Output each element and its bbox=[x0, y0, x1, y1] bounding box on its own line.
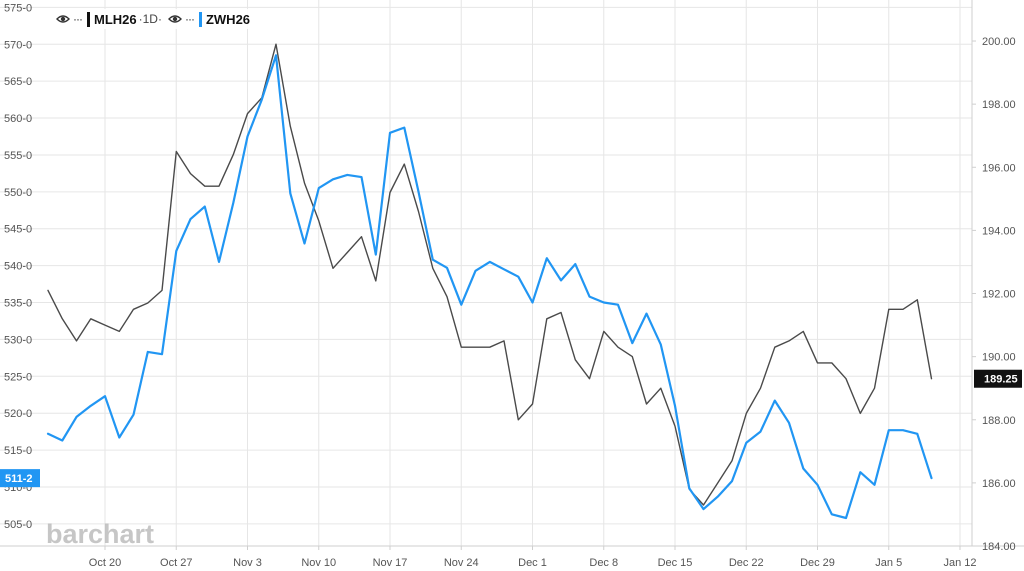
left-tick-label: 530-0 bbox=[4, 334, 32, 346]
left-tick-label: 535-0 bbox=[4, 298, 32, 310]
x-tick-label: Nov 10 bbox=[301, 557, 336, 569]
right-tick-label: 196.00 bbox=[982, 162, 1016, 174]
x-tick-label: Jan 12 bbox=[943, 557, 976, 569]
eye-icon[interactable] bbox=[167, 12, 182, 26]
right-tick-label: 192.00 bbox=[982, 289, 1016, 301]
right-tick-label: 188.00 bbox=[982, 415, 1016, 427]
right-tick-label: 184.00 bbox=[982, 541, 1016, 553]
series-lines bbox=[46, 43, 933, 520]
last-value-badges: 511-2 189.25 bbox=[0, 369, 1022, 488]
right-tick-label: 200.00 bbox=[982, 36, 1016, 48]
left-tick-label: 575-0 bbox=[4, 2, 32, 14]
x-tick-label: Dec 22 bbox=[729, 557, 764, 569]
x-axis-ticks: Oct 20 Oct 27 Nov 3 Nov 10 Nov 17 Nov 24 Dec 1… bbox=[89, 546, 977, 569]
series-b-options-icon[interactable]: ··· bbox=[184, 12, 195, 26]
left-tick-label: 570-0 bbox=[4, 39, 32, 51]
left-tick-label: 550-0 bbox=[4, 187, 32, 199]
right-last-value-label: 189.25 bbox=[984, 374, 1018, 386]
right-tick-label: 190.00 bbox=[982, 352, 1016, 364]
left-tick-label: 505-0 bbox=[4, 519, 32, 531]
left-last-value-badge bbox=[0, 469, 40, 488]
left-tick-label: 555-0 bbox=[4, 150, 32, 162]
left-axis-ticks: 505-0510-0515-0520-0525-0530-0535-0540-0… bbox=[4, 2, 32, 530]
chart-legend: ··· MLH26 ·1D· ··· ZWH26 bbox=[56, 9, 255, 29]
left-tick-label: 560-0 bbox=[4, 113, 32, 125]
series-line-zwh26 bbox=[46, 54, 933, 520]
x-tick-label: Oct 20 bbox=[89, 557, 121, 569]
left-tick-label: 545-0 bbox=[4, 224, 32, 236]
series-b-color-swatch bbox=[198, 11, 202, 27]
x-tick-label: Dec 15 bbox=[658, 557, 693, 569]
plot-frame bbox=[0, 0, 1024, 547]
series-a-color-swatch bbox=[87, 11, 90, 27]
series-b-symbol[interactable]: ZWH26 bbox=[205, 11, 251, 27]
series-a-interval[interactable]: ·1D· bbox=[138, 12, 162, 26]
right-tick-label: 198.00 bbox=[982, 99, 1016, 111]
left-tick-label: 540-0 bbox=[4, 261, 32, 273]
grid-lines bbox=[0, 0, 972, 546]
left-tick-label: 520-0 bbox=[4, 408, 32, 420]
left-tick-label: 515-0 bbox=[4, 445, 32, 457]
eye-icon[interactable] bbox=[56, 12, 70, 26]
x-tick-label: Nov 24 bbox=[444, 557, 479, 569]
x-tick-label: Oct 27 bbox=[160, 557, 192, 569]
x-tick-label: Dec 29 bbox=[800, 557, 835, 569]
x-tick-label: Nov 17 bbox=[373, 557, 408, 569]
right-tick-label: 186.00 bbox=[982, 478, 1016, 490]
right-tick-label: 194.00 bbox=[982, 225, 1016, 237]
left-tick-label: 565-0 bbox=[4, 76, 32, 88]
barchart-watermark: barchart bbox=[46, 519, 154, 549]
left-tick-label: 525-0 bbox=[4, 371, 32, 383]
x-tick-label: Dec 1 bbox=[518, 557, 547, 569]
left-last-value-label: 511-2 bbox=[5, 473, 33, 485]
x-tick-label: Jan 5 bbox=[875, 557, 902, 569]
x-tick-label: Nov 3 bbox=[233, 557, 262, 569]
series-a-options-icon[interactable]: ··· bbox=[73, 12, 83, 26]
x-tick-label: Dec 8 bbox=[589, 557, 618, 569]
right-axis-ticks: 184.00 186.00 188.00 190.00 192.00 194.00 196.… bbox=[972, 36, 1016, 553]
series-a-symbol[interactable]: MLH26 bbox=[94, 11, 137, 27]
right-last-value-badge bbox=[974, 369, 1022, 388]
series-line-mlh26 bbox=[47, 43, 933, 506]
